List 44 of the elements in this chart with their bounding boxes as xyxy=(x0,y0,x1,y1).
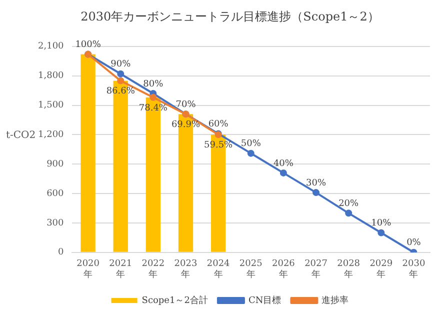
point xyxy=(280,169,287,176)
y-tick-label: 2,100 xyxy=(38,42,64,52)
x-tick-label: 2027年 xyxy=(304,259,328,280)
legend-label: Scope1～2合計 xyxy=(142,294,208,306)
x-tick-label: 2023年 xyxy=(174,259,198,280)
annotation: 30% xyxy=(306,178,326,188)
annotation: 10% xyxy=(371,218,392,229)
annotation: 20% xyxy=(338,199,360,210)
x-tick-label: 2020年 xyxy=(76,259,100,280)
x-tick-label: 2024年 xyxy=(206,259,230,280)
chart-title: 2030年カーボンニュートラル目標進捗（Scope1～2） xyxy=(80,9,380,24)
y-tick-label: 1,500 xyxy=(38,100,64,111)
annotation: 100% xyxy=(75,40,102,50)
y-tick-label: 600 xyxy=(46,188,64,199)
bar xyxy=(80,54,96,252)
x-tick-label: 2022年 xyxy=(142,259,165,280)
y-axis-title: t-CO2 xyxy=(6,130,36,141)
y-tick-label: 0 xyxy=(58,248,64,258)
point xyxy=(150,94,157,101)
annotation: 70% xyxy=(176,100,196,110)
point xyxy=(378,229,385,236)
annotation: 50% xyxy=(240,139,262,150)
x-tick-label: 2029年 xyxy=(370,259,393,280)
annotation: 60% xyxy=(208,120,229,130)
x-tick-label: 2028年 xyxy=(337,259,360,280)
annotation: 90% xyxy=(110,60,132,70)
x-tick-label: 2030年 xyxy=(402,259,426,280)
y-tick-label: 1,200 xyxy=(38,130,64,140)
annotation: 40% xyxy=(273,158,294,169)
x-tick-label: 2026年 xyxy=(272,259,296,280)
point xyxy=(345,210,352,217)
y-tick-label: 1,800 xyxy=(38,71,64,82)
legend-label: CN目標 xyxy=(248,294,282,306)
point xyxy=(312,189,320,196)
point xyxy=(247,150,254,157)
x-tick-label: 2021年 xyxy=(109,259,132,280)
point xyxy=(117,70,124,78)
annotation: 0% xyxy=(406,238,422,248)
point xyxy=(117,77,124,84)
legend-label: 進捗率 xyxy=(322,294,349,306)
annotation: 80% xyxy=(143,79,164,90)
y-tick-label: 900 xyxy=(46,159,64,170)
x-tick-label: 2025年 xyxy=(239,259,263,280)
y-tick-label: 300 xyxy=(46,218,64,228)
